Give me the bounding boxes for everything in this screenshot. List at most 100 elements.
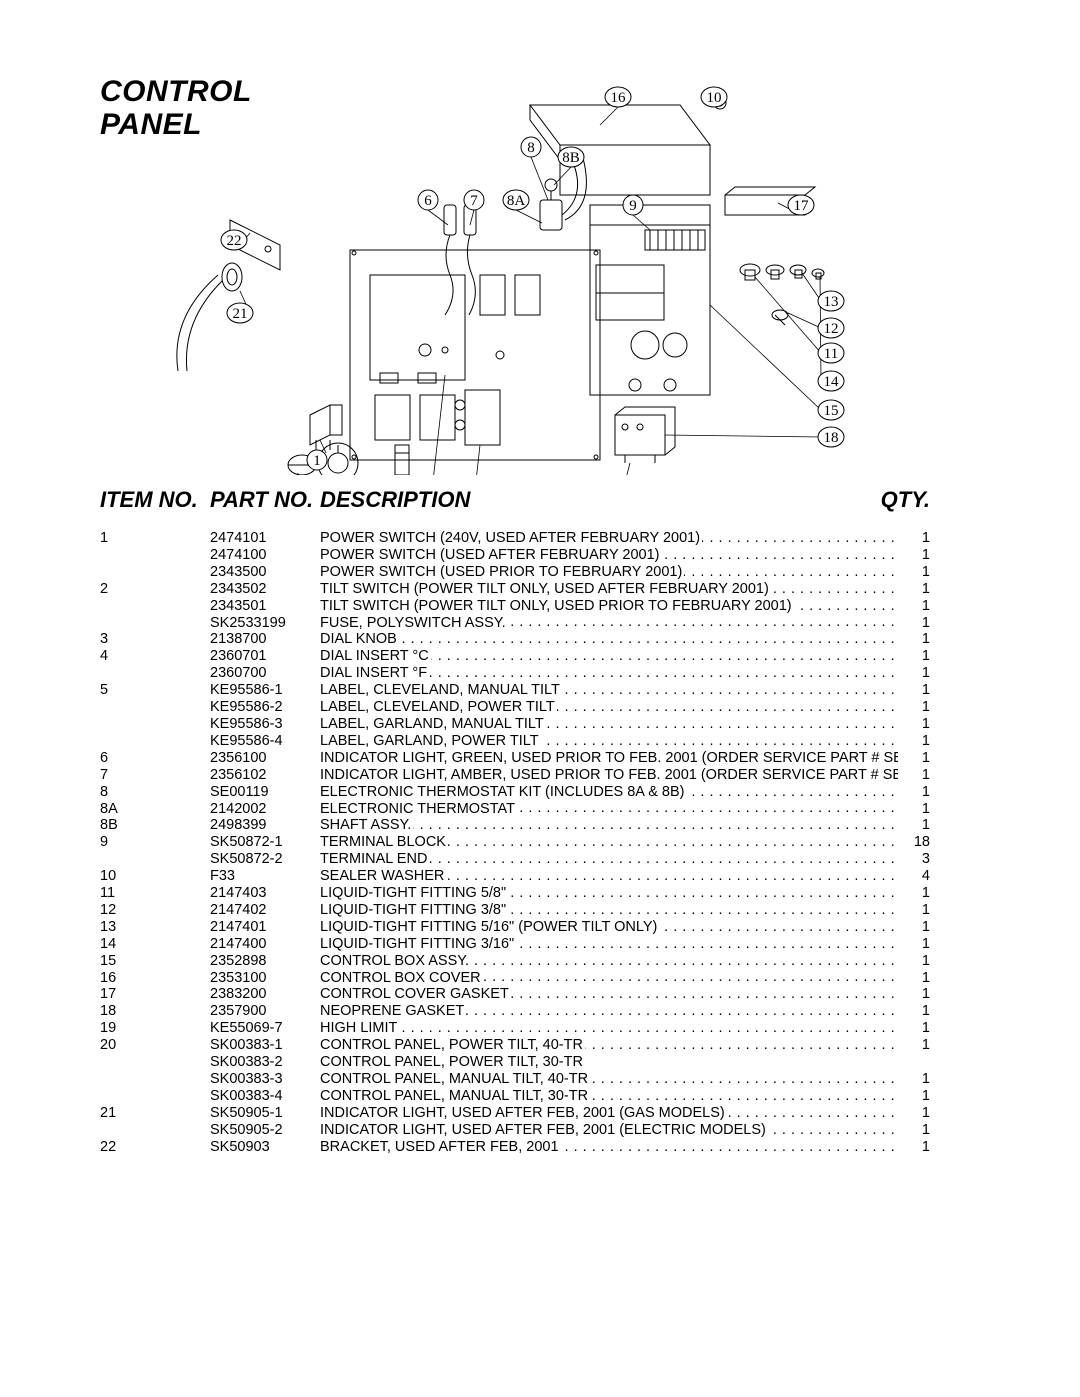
table-row: SK2533199FUSE, POLYSWITCH ASSY. 1 — [100, 615, 930, 632]
table-row: 142147400LIQUID-TIGHT FITTING 3/16" 1 — [100, 936, 930, 953]
cell-description: LIQUID-TIGHT FITTING 3/16" — [320, 936, 898, 953]
cell-description: CONTROL PANEL, MANUAL TILT, 30-TR — [320, 1088, 898, 1105]
exploded-diagram: 123456788A8B910111213141516171819202122 — [170, 45, 890, 475]
cell-part-no: SK00383-3 — [210, 1071, 320, 1088]
cell-qty: 1 — [898, 547, 930, 564]
cell-item-no: 11 — [100, 885, 210, 902]
parts-table: 12474101POWER SWITCH (240V, USED AFTER F… — [100, 530, 930, 1156]
cell-part-no: SK50905-2 — [210, 1122, 320, 1139]
cell-item-no: 8A — [100, 801, 210, 818]
cell-part-no: 2356102 — [210, 767, 320, 784]
cell-description: CONTROL PANEL, MANUAL TILT, 40-TR — [320, 1071, 898, 1088]
cell-part-no: 2352898 — [210, 953, 320, 970]
cell-part-no: SK50905-1 — [210, 1105, 320, 1122]
callout-label: 8 — [527, 140, 535, 156]
cell-item-no: 4 — [100, 648, 210, 665]
cell-part-no: 2353100 — [210, 970, 320, 987]
cell-description: CONTROL PANEL, POWER TILT, 40-TR — [320, 1037, 898, 1054]
table-row: 22SK50903BRACKET, USED AFTER FEB, 2001 1 — [100, 1139, 930, 1156]
cell-description: INDICATOR LIGHT, GREEN, USED PRIOR TO FE… — [320, 750, 898, 767]
cell-description: POWER SWITCH (USED AFTER FEBRUARY 2001) — [320, 547, 898, 564]
cell-qty: 1 — [898, 615, 930, 632]
cell-description: CONTROL COVER GASKET — [320, 986, 898, 1003]
cell-qty: 1 — [898, 986, 930, 1003]
cell-part-no: KE55069-7 — [210, 1020, 320, 1037]
cell-description: ELECTRONIC THERMOSTAT KIT (INCLUDES 8A &… — [320, 784, 898, 801]
table-headers: ITEM NO. PART NO. DESCRIPTION QTY. — [100, 487, 930, 513]
cell-description: TERMINAL BLOCK — [320, 834, 898, 851]
cell-qty: 1 — [898, 902, 930, 919]
cell-item-no: 7 — [100, 767, 210, 784]
callout-label: 7 — [470, 193, 478, 209]
cell-qty: 1 — [898, 564, 930, 581]
cell-qty: 1 — [898, 801, 930, 818]
table-row: 21SK50905-1INDICATOR LIGHT, USED AFTER F… — [100, 1105, 930, 1122]
table-row: SK00383-3CONTROL PANEL, MANUAL TILT, 40-… — [100, 1071, 930, 1088]
table-row: 8A2142002ELECTRONIC THERMOSTAT 1 — [100, 801, 930, 818]
cell-qty: 1 — [898, 581, 930, 598]
cell-part-no: KE95586-1 — [210, 682, 320, 699]
cell-qty: 3 — [898, 851, 930, 868]
table-row: 172383200CONTROL COVER GASKET 1 — [100, 986, 930, 1003]
cell-qty: 1 — [898, 1088, 930, 1105]
cell-item-no: 14 — [100, 936, 210, 953]
table-row: 8B2498399SHAFT ASSY. 1 — [100, 817, 930, 834]
cell-item-no: 1 — [100, 530, 210, 547]
table-row: 2474100POWER SWITCH (USED AFTER FEBRUARY… — [100, 547, 930, 564]
cell-qty: 1 — [898, 1105, 930, 1122]
cell-description: INDICATOR LIGHT, USED AFTER FEB, 2001 (E… — [320, 1122, 898, 1139]
table-row: 112147403LIQUID-TIGHT FITTING 5/8" 1 — [100, 885, 930, 902]
callout-label: 22 — [227, 233, 242, 249]
cell-description: HIGH LIMIT — [320, 1020, 898, 1037]
table-row: KE95586-2LABEL, CLEVELAND, POWER TILT 1 — [100, 699, 930, 716]
cell-description: FUSE, POLYSWITCH ASSY. — [320, 615, 898, 632]
cell-description: TERMINAL END — [320, 851, 898, 868]
cell-part-no: 2474101 — [210, 530, 320, 547]
callout-label: 21 — [233, 306, 248, 322]
cell-part-no: SK2533199 — [210, 615, 320, 632]
cell-qty: 1 — [898, 1071, 930, 1088]
table-row: 8SE00119ELECTRONIC THERMOSTAT KIT (INCLU… — [100, 784, 930, 801]
table-row: 122147402LIQUID-TIGHT FITTING 3/8" 1 — [100, 902, 930, 919]
cell-item-no: 9 — [100, 834, 210, 851]
cell-part-no: 2383200 — [210, 986, 320, 1003]
cell-part-no: SE00119 — [210, 784, 320, 801]
cell-item-no: 22 — [100, 1139, 210, 1156]
cell-part-no: 2138700 — [210, 631, 320, 648]
cell-description: TILT SWITCH (POWER TILT ONLY, USED PRIOR… — [320, 598, 898, 615]
table-row: 10F33SEALER WASHER 4 — [100, 868, 930, 885]
callout-label: 18 — [824, 430, 839, 446]
table-row: 9SK50872-1TERMINAL BLOCK 18 — [100, 834, 930, 851]
callout-label: 16 — [611, 90, 627, 106]
table-row: 2360700DIAL INSERT °F 1 — [100, 665, 930, 682]
callout-label: 8A — [507, 193, 526, 209]
callout-label: 8B — [562, 150, 580, 166]
cell-part-no: 2343501 — [210, 598, 320, 615]
cell-qty: 1 — [898, 665, 930, 682]
cell-description: NEOPRENE GASKET — [320, 1003, 898, 1020]
cell-part-no: F33 — [210, 868, 320, 885]
cell-item-no: 17 — [100, 986, 210, 1003]
table-row: 2343500POWER SWITCH (USED PRIOR TO FEBRU… — [100, 564, 930, 581]
cell-description: INDICATOR LIGHT, AMBER, USED PRIOR TO FE… — [320, 767, 898, 784]
cell-part-no: 2147401 — [210, 919, 320, 936]
cell-item-no: 12 — [100, 902, 210, 919]
cell-part-no: SK00383-2 — [210, 1054, 320, 1071]
cell-part-no: SK50872-2 — [210, 851, 320, 868]
callout-label: 1 — [313, 453, 321, 469]
header-description: DESCRIPTION — [320, 487, 870, 513]
cell-part-no: SK00383-4 — [210, 1088, 320, 1105]
callout-label: 10 — [707, 90, 722, 106]
cell-description: DIAL INSERT °F — [320, 665, 898, 682]
table-row: SK00383-2CONTROL PANEL, POWER TILT, 30-T… — [100, 1054, 930, 1071]
table-row: SK00383-4CONTROL PANEL, MANUAL TILT, 30-… — [100, 1088, 930, 1105]
cell-qty: 1 — [898, 1037, 930, 1054]
cell-item-no: 18 — [100, 1003, 210, 1020]
table-row: 62356100INDICATOR LIGHT, GREEN, USED PRI… — [100, 750, 930, 767]
table-row: KE95586-3LABEL, GARLAND, MANUAL TILT 1 — [100, 716, 930, 733]
cell-part-no: 2343502 — [210, 581, 320, 598]
cell-description: BRACKET, USED AFTER FEB, 2001 — [320, 1139, 898, 1156]
callout-label: 12 — [824, 321, 839, 337]
cell-qty: 1 — [898, 1139, 930, 1156]
cell-description: LABEL, GARLAND, MANUAL TILT — [320, 716, 898, 733]
